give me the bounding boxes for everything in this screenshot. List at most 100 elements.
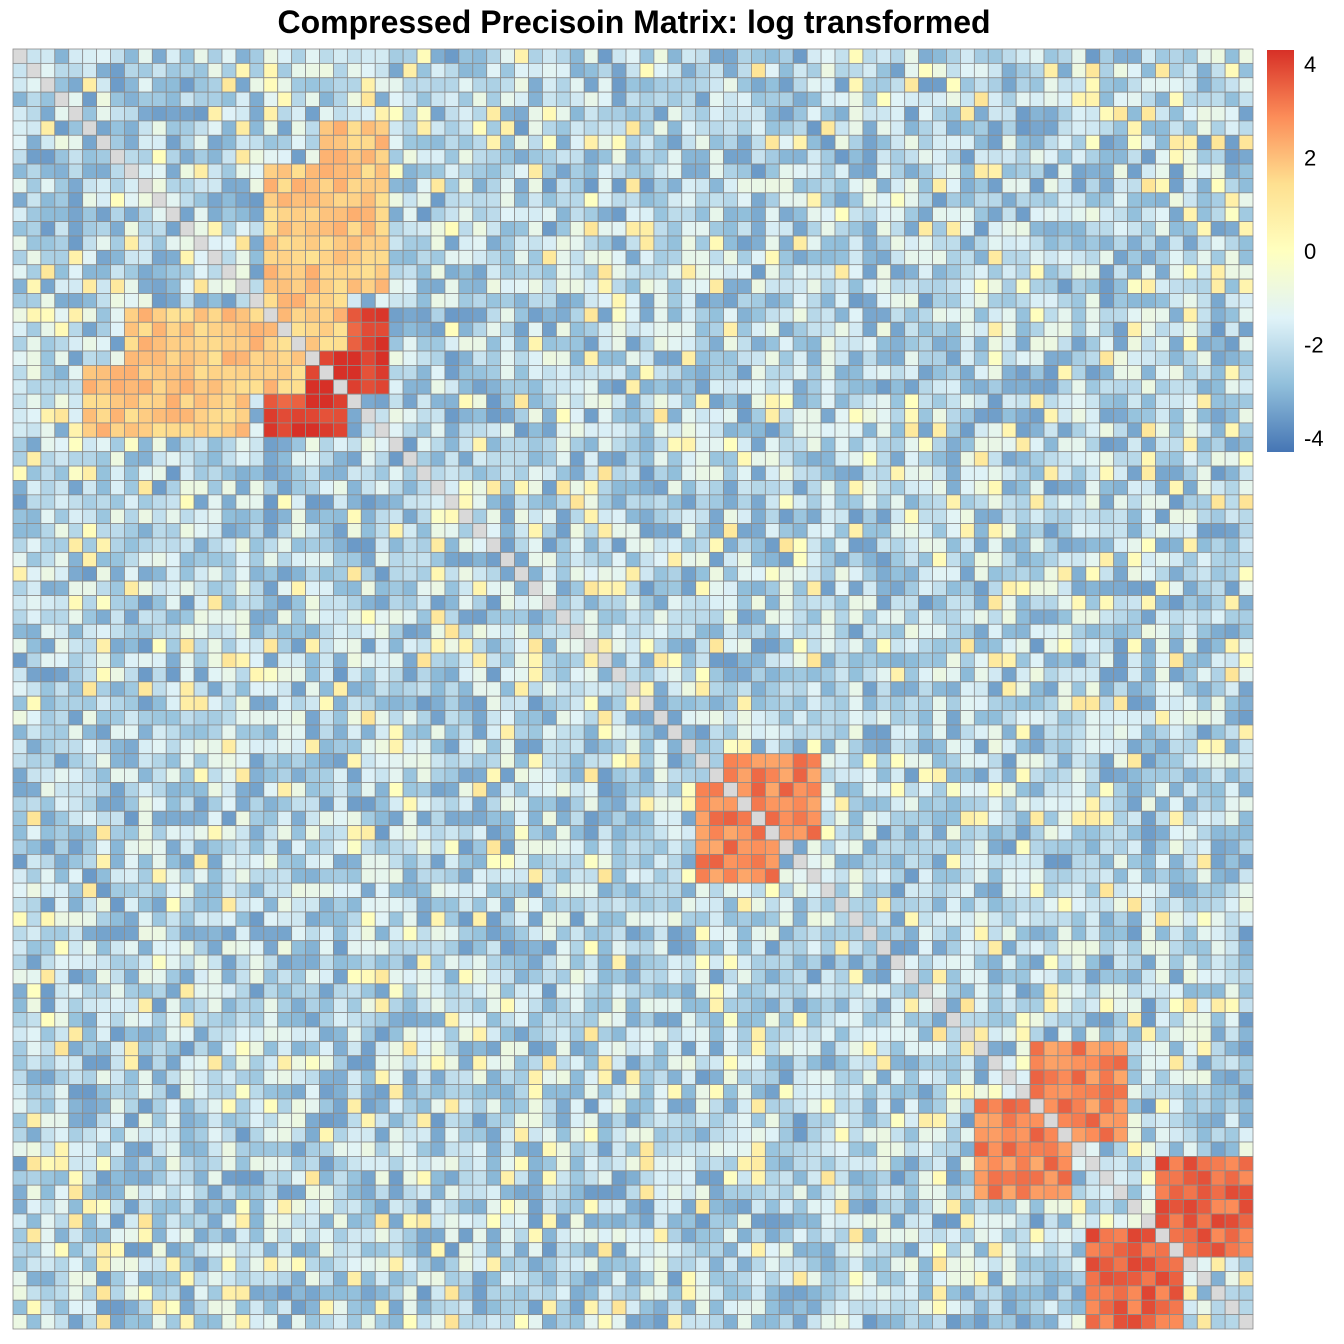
heatmap-cell <box>500 767 515 783</box>
heatmap-cell <box>583 77 599 93</box>
heatmap-cell <box>1155 767 1170 783</box>
heatmap-cell <box>569 120 585 136</box>
heatmap-cell <box>960 796 975 812</box>
heatmap-cell <box>1057 738 1073 755</box>
heatmap-cell <box>611 134 627 151</box>
heatmap-cell <box>472 77 488 93</box>
heatmap-cell <box>1155 436 1170 453</box>
heatmap-cell <box>918 163 933 179</box>
heatmap-cell <box>806 695 822 711</box>
heatmap-cell <box>890 580 906 596</box>
heatmap-cell <box>946 609 961 625</box>
heatmap-cell <box>528 235 543 251</box>
heatmap-cell <box>1238 336 1254 352</box>
heatmap-cell <box>360 551 376 568</box>
heatmap-cell <box>904 134 920 151</box>
heatmap-cell <box>639 307 655 323</box>
heatmap-cell <box>235 192 251 208</box>
heatmap-cell <box>751 134 766 151</box>
heatmap-cell <box>165 652 181 668</box>
heatmap-cell <box>904 738 920 755</box>
heatmap-cell <box>639 48 655 64</box>
heatmap-cell <box>792 192 808 208</box>
heatmap-cell <box>207 350 223 366</box>
heatmap-cell <box>946 393 961 409</box>
heatmap-cell <box>1099 106 1115 122</box>
heatmap-cell <box>1071 408 1087 424</box>
heatmap-cell <box>555 350 571 366</box>
heatmap-cell <box>681 652 697 668</box>
heatmap-cell <box>723 595 738 611</box>
heatmap-cell <box>444 436 460 453</box>
heatmap-cell <box>374 782 390 798</box>
heatmap-cell <box>653 465 669 481</box>
heatmap-cell <box>973 508 989 525</box>
heatmap-cell <box>1029 120 1045 136</box>
heatmap-cell <box>653 408 669 424</box>
heatmap-cell <box>249 451 265 467</box>
heatmap-cell <box>737 810 752 827</box>
heatmap-cell <box>764 451 780 467</box>
heatmap-cell <box>179 652 195 668</box>
heatmap-cell <box>778 364 794 381</box>
heatmap-cell <box>514 336 529 352</box>
heatmap-cell <box>305 379 320 395</box>
heatmap-cell <box>1057 120 1073 136</box>
heatmap-cell <box>374 681 390 697</box>
heatmap-cell <box>388 106 404 122</box>
heatmap-cell <box>973 551 989 568</box>
heatmap-cell <box>848 364 864 381</box>
heatmap-cell <box>862 379 878 395</box>
heatmap-cell <box>1043 293 1059 309</box>
heatmap-cell <box>110 336 125 352</box>
heatmap-cell <box>1224 480 1240 496</box>
heatmap-cell <box>472 652 488 668</box>
heatmap-cell <box>542 408 557 424</box>
heatmap-cell <box>333 91 348 107</box>
heatmap-cell <box>333 336 348 352</box>
heatmap-cell <box>1029 566 1045 582</box>
heatmap-cell <box>834 77 850 93</box>
heatmap-cell <box>653 364 669 381</box>
heatmap-cell <box>416 681 432 697</box>
heatmap-cell <box>277 537 293 553</box>
heatmap-cell <box>68 249 84 266</box>
heatmap-cell <box>806 364 822 381</box>
heatmap-cell <box>764 436 780 453</box>
heatmap-cell <box>1071 321 1087 338</box>
heatmap-cell <box>555 393 571 409</box>
heatmap-cell <box>1001 364 1017 381</box>
heatmap-cell <box>792 566 808 582</box>
heatmap-cell <box>514 422 529 438</box>
heatmap-cell <box>932 465 947 481</box>
heatmap-cell <box>723 609 738 625</box>
heatmap-cell <box>723 710 738 726</box>
heatmap-cell <box>764 120 780 136</box>
heatmap-cell <box>458 379 474 395</box>
heatmap-cell <box>1182 48 1198 64</box>
heatmap-cell <box>681 566 697 582</box>
heatmap-cell <box>193 293 209 309</box>
heatmap-cell <box>542 782 557 798</box>
heatmap-cell <box>1182 235 1198 251</box>
heatmap-cell <box>68 724 84 740</box>
heatmap-cell <box>1071 738 1087 755</box>
heatmap-cell <box>179 178 195 194</box>
heatmap-cell <box>249 609 265 625</box>
heatmap-cell <box>723 551 738 568</box>
heatmap-cell <box>68 192 84 208</box>
heatmap-cell <box>1182 278 1198 294</box>
heatmap-cell <box>960 163 975 179</box>
heatmap-cell <box>918 408 933 424</box>
heatmap-cell <box>374 48 390 64</box>
heatmap-cell <box>430 724 446 740</box>
heatmap-cell <box>973 523 989 539</box>
heatmap-cell <box>583 767 599 783</box>
heatmap-cell <box>1043 134 1059 151</box>
heatmap-cell <box>583 753 599 769</box>
heatmap-cell <box>1043 710 1059 726</box>
heatmap-cell <box>416 738 432 755</box>
heatmap-cell <box>583 652 599 668</box>
heatmap-cell <box>500 609 515 625</box>
heatmap-cell <box>207 393 223 409</box>
